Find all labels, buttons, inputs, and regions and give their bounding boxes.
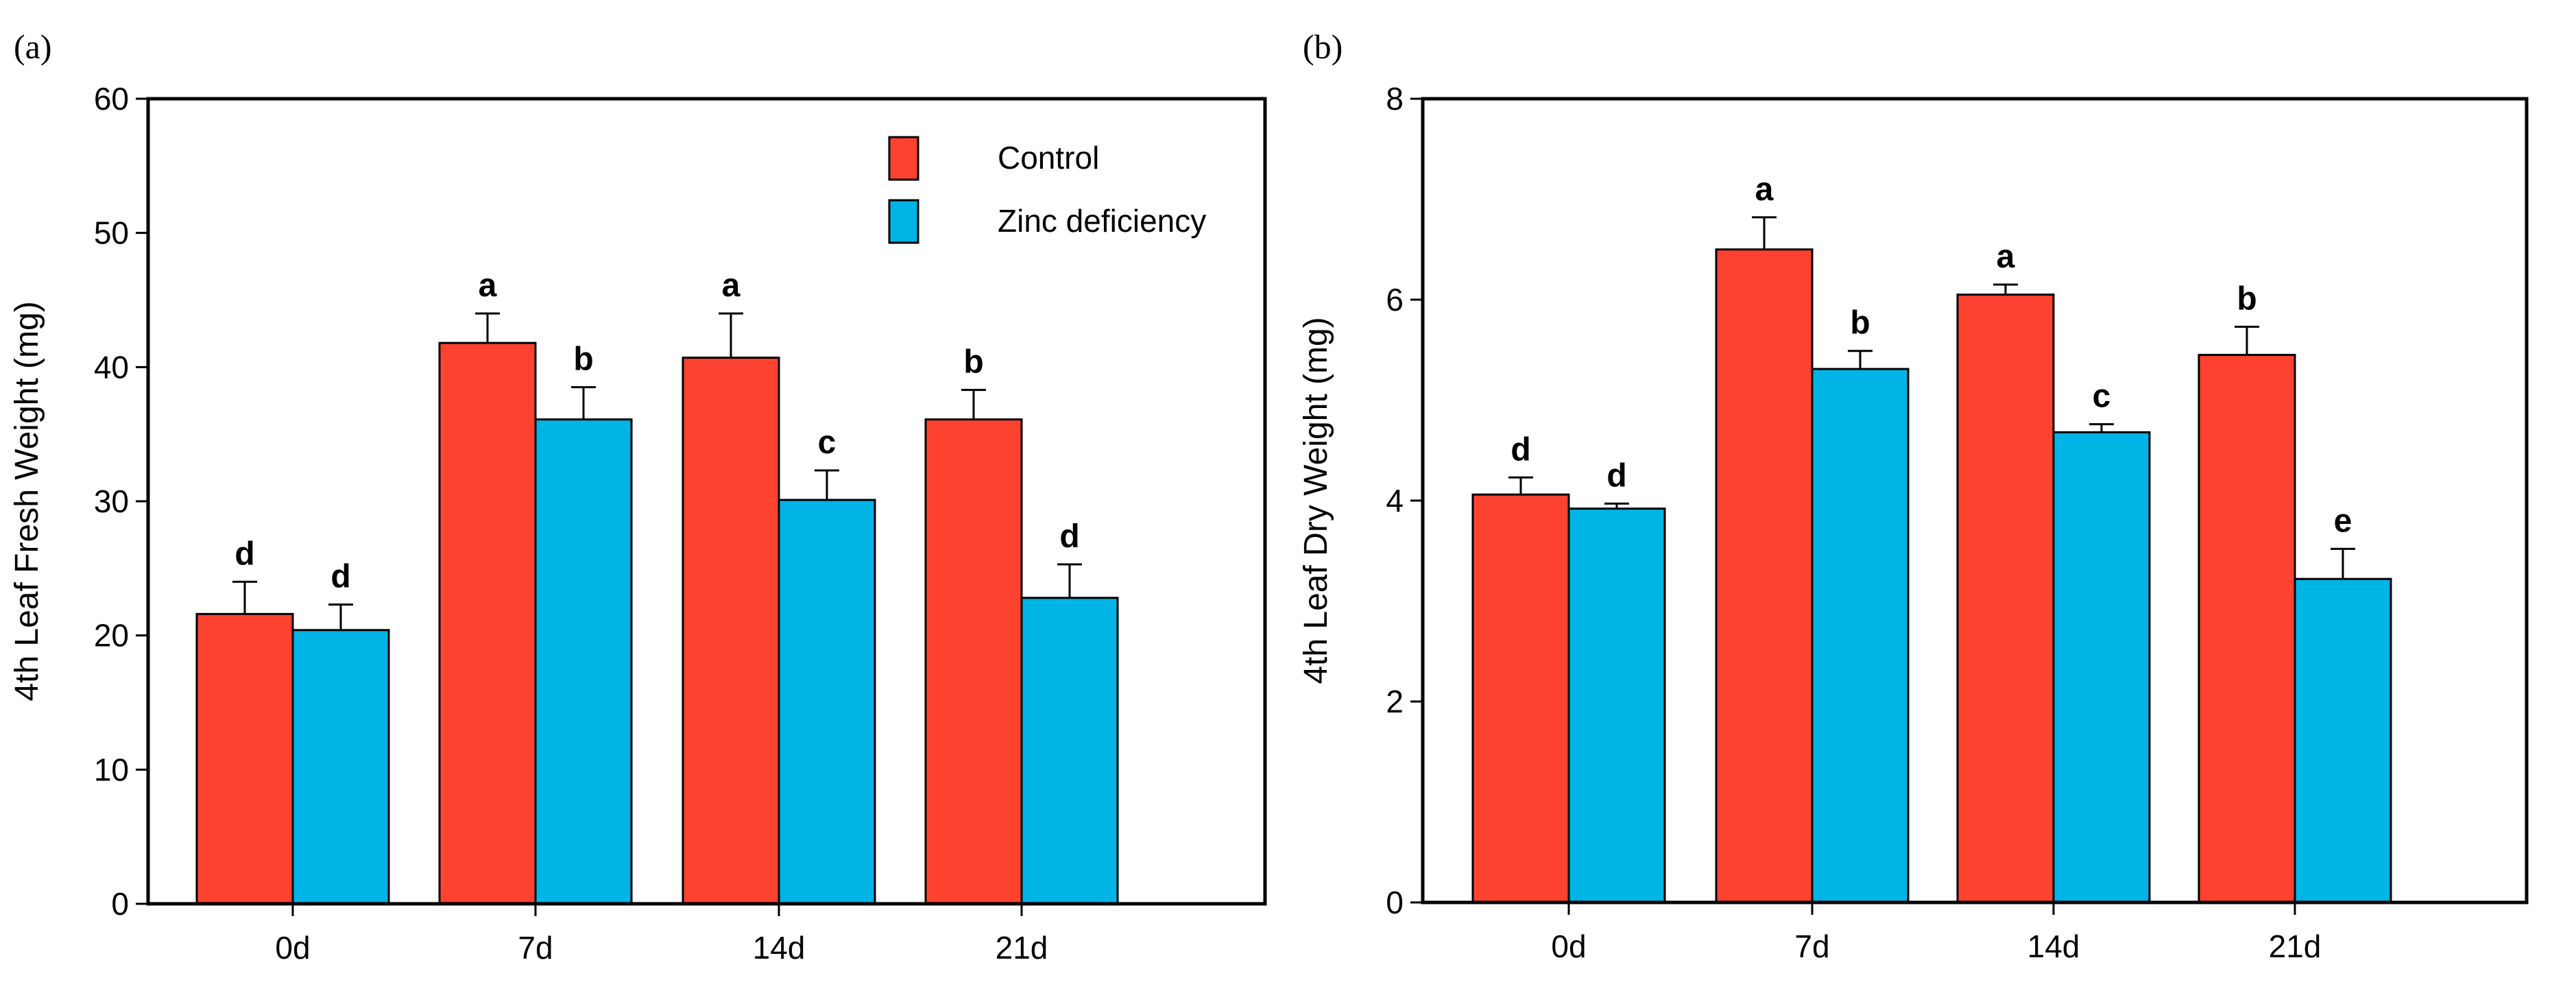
significance-letter: b [963,344,983,381]
chart-panel-b: (b) 4th Leaf Dry Weight (mg) d a a b d b c e 0 2 4 6 8… [1298,27,2529,964]
bar-zinc-deficiency [291,629,390,905]
bar-control [438,341,537,905]
significance-letter: b [1850,305,1870,341]
y-tick-label: 8 [1386,81,1404,117]
panel-label: (a) [14,27,52,66]
significance-letter: c [818,424,836,461]
legend-label: Zinc deficiency [998,203,1206,239]
legend-label: Control [998,140,1099,176]
y-tick-label: 30 [94,483,129,519]
significance-letter: d [234,536,254,572]
x-tick-label: 0d [275,930,310,966]
x-tick-label: 7d [1794,928,1829,964]
x-tick-label: 7d [518,930,553,966]
bar-control [1715,248,1814,904]
y-tick-label: 40 [94,349,129,385]
y-tick-label: 60 [94,81,129,117]
bar-zinc-deficiency [1020,597,1119,905]
legend: Control Zinc deficiency [888,136,1206,244]
bar-zinc-deficiency [1567,507,1666,904]
x-tick-label: 0d [1551,928,1586,964]
significance-letter: d [1606,457,1626,494]
y-tick-label: 4 [1386,483,1404,518]
panel-label: (b) [1303,27,1343,66]
bar-zinc-deficiency [2294,577,2392,904]
y-axis-label: 4th Leaf Fresh Weight (mg) [9,301,45,701]
bar-control [924,418,1023,905]
bar-control [2198,354,2296,904]
bar-zinc-deficiency [778,499,876,905]
significance-letter: a [1755,171,1774,208]
y-axis-label: 4th Leaf Dry Weight (mg) [1298,317,1334,684]
bar-zinc-deficiency [534,418,633,905]
significance-letter: a [1997,239,2015,275]
x-tick-label: 14d [2027,928,2080,964]
x-tick-label: 21d [996,930,1048,966]
significance-letter: a [722,267,741,304]
bar-control [682,357,780,905]
bar-zinc-deficiency [2052,431,2151,904]
significance-letter: c [2093,379,2111,415]
bar-zinc-deficiency [1811,368,1910,904]
significance-letter: b [573,341,593,378]
bar-control [1956,293,2055,904]
significance-letter: a [479,267,497,304]
y-tick-label: 10 [94,752,129,787]
y-tick-label: 0 [1386,885,1404,920]
y-tick-label: 50 [94,215,129,251]
significance-letter: e [2334,503,2352,539]
y-tick-label: 0 [111,886,129,922]
chart-panel-a: (a) 4th Leaf Fresh Weight (mg) d a a b d b c d 0 10… [9,27,1267,966]
significance-letter: d [330,559,350,595]
y-tick-label: 2 [1386,684,1404,719]
legend-swatch [888,199,919,244]
legend-swatch [888,136,919,181]
y-tick-label: 6 [1386,282,1404,317]
significance-letter: d [1510,431,1530,468]
bar-control [1471,493,1570,904]
bar-control [195,612,294,905]
x-tick-label: 21d [2269,928,2322,964]
significance-letter: b [2237,281,2256,317]
x-tick-label: 14d [753,930,806,966]
y-tick-label: 20 [94,618,129,654]
significance-letter: d [1059,518,1079,555]
